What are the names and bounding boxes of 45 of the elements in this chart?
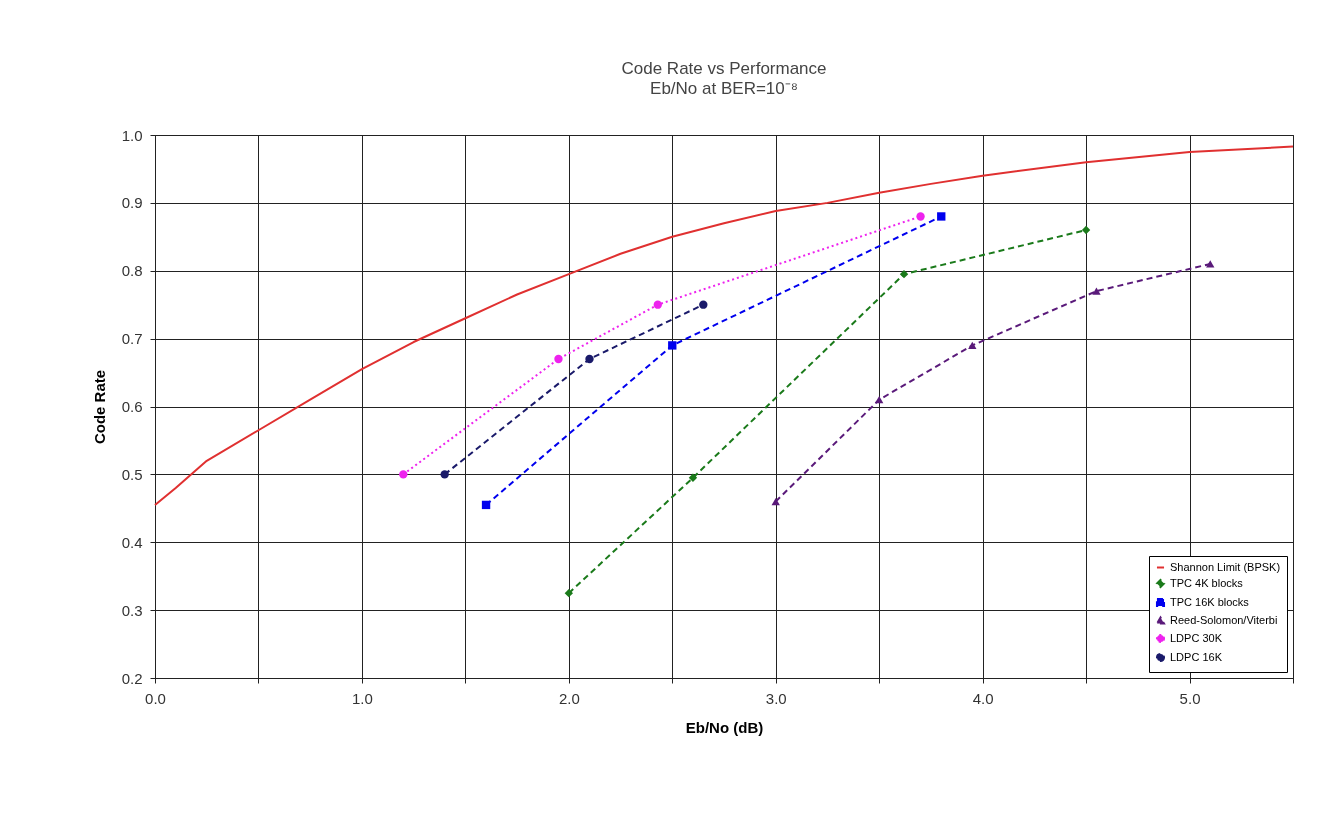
point (564, 588, 573, 598)
y-tick-label: 1.0 (121, 126, 143, 144)
point (688, 473, 698, 482)
point (916, 212, 925, 221)
point (399, 470, 408, 479)
x-tick-label: 0.0 (145, 689, 166, 707)
point (1081, 225, 1091, 235)
x-axis-title: Eb/No (dB) (685, 718, 764, 736)
y-tick-label: 0.2 (121, 669, 143, 687)
legend-label: TPC 4K blocks (1170, 576, 1244, 589)
y-tick-label: 0.3 (121, 601, 143, 619)
legend-label: LDPC 30K (1170, 631, 1223, 644)
y-tick-label: 0.7 (121, 330, 143, 348)
point (585, 354, 594, 364)
chart-subtitle: Eb/No at BER=10⁻⁸ (650, 79, 798, 98)
point (1092, 287, 1101, 295)
y-axis-title: Code Rate (90, 369, 108, 445)
point (668, 341, 677, 350)
y-tick-label: 0.6 (121, 398, 143, 415)
point (875, 396, 884, 404)
point (899, 269, 909, 279)
legend-label: Shannon Limit (BPSK) (1170, 560, 1281, 573)
line-series (154, 145, 1294, 506)
point (699, 300, 708, 309)
point (481, 500, 491, 510)
point (554, 354, 563, 364)
point (771, 497, 780, 506)
x-tick-label: 1.0 (351, 689, 373, 707)
point (440, 470, 449, 479)
x-tick-label: 5.0 (1179, 689, 1201, 707)
y-tick-label: 0.5 (121, 465, 143, 483)
x-tick-label: 2.0 (558, 689, 580, 707)
y-tick-label: 0.9 (121, 194, 143, 212)
chart-title: Code Rate vs Performance (621, 59, 827, 78)
legend-label: LDPC 16K (1170, 650, 1223, 663)
y-tick-label: 0.4 (121, 533, 143, 551)
legend-label: Reed-Solomon/Viterbi (1170, 613, 1278, 626)
legend-label: TPC 16K blocks (1170, 595, 1250, 608)
point (1206, 260, 1215, 268)
y-tick-label: 0.8 (121, 262, 143, 280)
point (968, 341, 977, 350)
x-tick-label: 4.0 (972, 689, 994, 707)
point (937, 212, 946, 221)
x-tick-label: 3.0 (765, 689, 787, 707)
point (653, 300, 662, 309)
